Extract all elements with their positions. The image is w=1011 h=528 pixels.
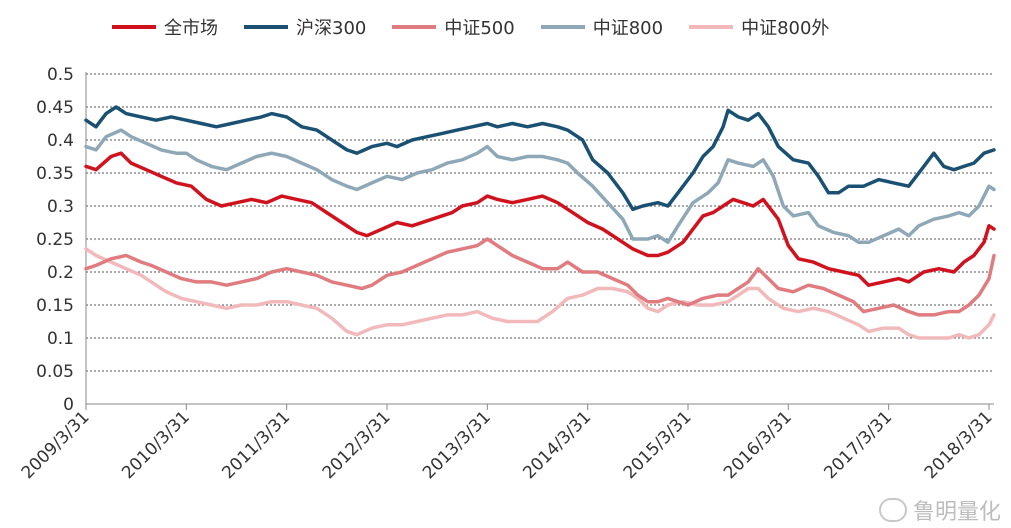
legend-swatch (689, 25, 734, 29)
x-tick-label: 2018/3/31 (921, 407, 997, 483)
y-tick-label: 0.2 (47, 263, 74, 283)
x-tick-label: 2016/3/31 (720, 407, 796, 483)
legend-item: 沪深300 (244, 14, 366, 40)
axes (85, 72, 994, 405)
wechat-icon (878, 498, 907, 522)
x-tick-label: 2017/3/31 (820, 407, 896, 483)
grid-lines (86, 73, 994, 372)
x-tick-label: 2012/3/31 (319, 407, 395, 483)
y-tick-label: 0.05 (36, 362, 74, 382)
legend-item: 中证500 (392, 14, 515, 40)
chart-legend: 全市场 沪深300 中证500 中证800 中证800外 (112, 14, 855, 40)
x-tick-label: 2013/3/31 (419, 407, 495, 483)
legend-item: 中证800外 (689, 14, 829, 40)
legend-label: 沪深300 (296, 18, 367, 39)
y-tick-label: 0.15 (36, 296, 74, 316)
x-tick-label: 2010/3/31 (118, 407, 194, 483)
x-tick-label: 2009/3/31 (18, 407, 94, 483)
legend-label: 全市场 (164, 18, 218, 39)
y-tick-labels: 0 0.05 0.1 0.15 0.2 0.25 0.3 0.35 0.4 0.45 0.5 (36, 65, 74, 415)
x-tick-label: 2011/3/31 (218, 407, 294, 483)
legend-swatch (392, 25, 437, 29)
x-tick-label: 2015/3/31 (620, 407, 696, 483)
y-tick-label: 0.1 (47, 329, 74, 349)
x-tick-label: 2014/3/31 (519, 407, 595, 483)
legend-label: 中证800外 (741, 18, 830, 39)
y-tick-label: 0.3 (47, 197, 74, 217)
series-lines (84, 105, 996, 340)
y-tick-label: 0.4 (47, 131, 74, 151)
series-line-0 (84, 151, 996, 287)
legend-item: 全市场 (112, 14, 218, 40)
series-line-2 (84, 237, 996, 317)
legend-item: 中证800 (540, 14, 664, 40)
y-tick-label: 0 (63, 395, 74, 415)
legend-swatch (244, 25, 288, 29)
x-tick-labels: 2009/3/31 2010/3/31 2011/3/31 2012/3/31 2013… (18, 404, 997, 483)
legend-label: 中证500 (444, 18, 515, 39)
legend-label: 中证800 (592, 18, 664, 39)
series-line-4 (84, 247, 996, 340)
watermark: 鲁明量化 (878, 494, 1001, 526)
series-line-1 (84, 105, 996, 212)
y-tick-label: 0.5 (47, 65, 74, 85)
series-line-3 (84, 128, 996, 245)
y-tick-label: 0.45 (36, 98, 74, 118)
watermark-text: 鲁明量化 (912, 500, 1001, 525)
legend-swatch (540, 25, 585, 29)
y-tick-label: 0.25 (36, 230, 74, 250)
legend-swatch (112, 25, 156, 29)
y-tick-label: 0.35 (36, 164, 74, 184)
